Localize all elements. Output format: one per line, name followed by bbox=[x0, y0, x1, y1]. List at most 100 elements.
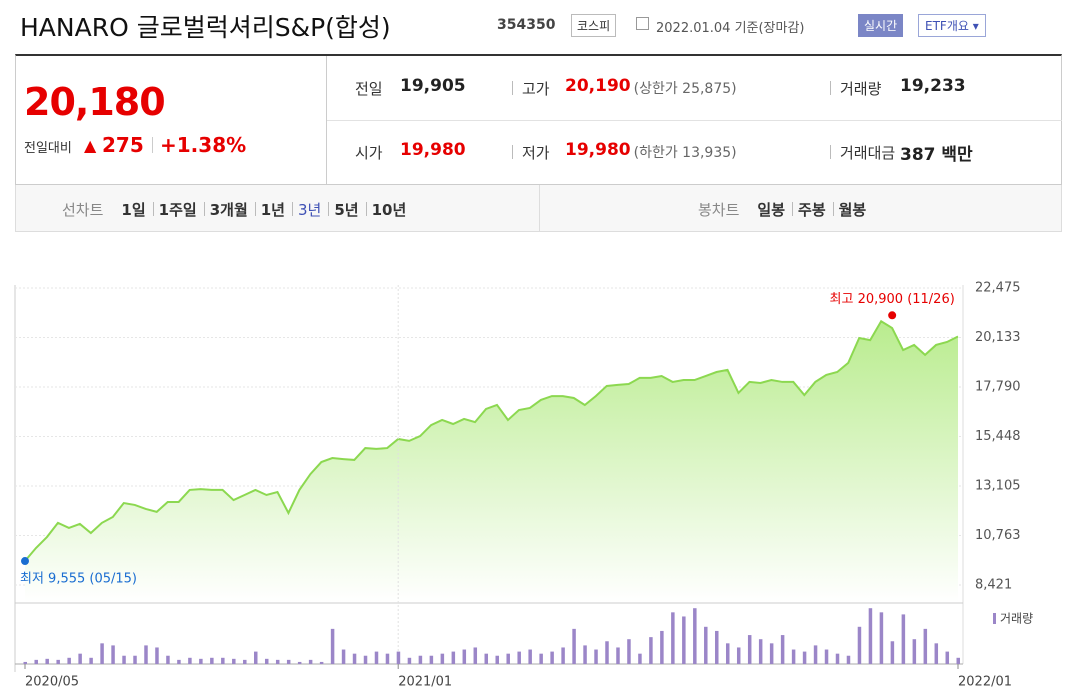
volume-bar bbox=[374, 651, 379, 664]
realtime-button[interactable]: 실시간 bbox=[858, 14, 904, 37]
volume-bar bbox=[868, 608, 873, 664]
volume-bar bbox=[429, 655, 434, 664]
volume-bar bbox=[901, 614, 906, 664]
volume-bar bbox=[715, 630, 719, 664]
item-label: 저가 bbox=[522, 144, 550, 162]
item-label: 거래대금 bbox=[840, 144, 896, 162]
base-date: 2022.01.04 기준(장마감) bbox=[656, 21, 805, 36]
x-tick-label: 2022/01 bbox=[958, 675, 1012, 690]
volume-bar bbox=[199, 658, 203, 664]
volume-bar bbox=[945, 651, 950, 664]
volume-bar bbox=[879, 612, 884, 664]
low-annotation: 최저 9,555 (05/15) bbox=[20, 572, 137, 587]
volume-bar bbox=[243, 659, 247, 664]
volume-bar bbox=[254, 651, 258, 664]
item-value: 19,233 bbox=[900, 76, 966, 96]
volume-bar bbox=[725, 643, 730, 664]
volume-bar bbox=[572, 628, 576, 664]
item-label: 고가 bbox=[522, 80, 550, 98]
volume-bar bbox=[660, 630, 664, 664]
summary-box bbox=[15, 54, 1062, 185]
volume-bar bbox=[649, 637, 653, 664]
volume-bar bbox=[846, 655, 851, 664]
up-icon: ▲ bbox=[84, 136, 97, 155]
tab[interactable]: 3개월 bbox=[209, 201, 248, 219]
volume-bar bbox=[671, 612, 675, 664]
volume-bar bbox=[232, 658, 236, 664]
tab-divider bbox=[203, 202, 205, 216]
item-note: (상한가 25,875) bbox=[633, 81, 737, 97]
volume-bar bbox=[451, 651, 456, 664]
volume-bar bbox=[813, 645, 818, 664]
item-note: (하한가 13,935) bbox=[633, 145, 737, 161]
high-annotation: 최고 20,900 (11/26) bbox=[830, 292, 955, 307]
volume-bar bbox=[34, 659, 38, 664]
price-line bbox=[24, 319, 959, 562]
volume-bar bbox=[45, 658, 49, 664]
current-price: 20,180 bbox=[24, 80, 166, 124]
volume-bar bbox=[100, 643, 104, 664]
volume-bar bbox=[769, 643, 774, 664]
volume-bar bbox=[264, 658, 269, 664]
volume-bar bbox=[638, 653, 642, 664]
y-tick-label: 13,105 bbox=[975, 479, 1021, 494]
item-value: 19,980 bbox=[400, 140, 466, 160]
tab[interactable]: 1년 bbox=[260, 201, 285, 219]
volume-bar bbox=[780, 635, 785, 664]
volume-bar bbox=[857, 626, 862, 664]
volume-bar bbox=[111, 645, 115, 664]
volume-bar bbox=[791, 649, 796, 664]
volume-bar bbox=[341, 649, 346, 664]
volume-bar bbox=[363, 655, 368, 664]
y-tick-label: 8,421 bbox=[975, 578, 1012, 593]
volume-bar bbox=[210, 657, 214, 664]
change: 275 bbox=[102, 133, 144, 157]
volume-bar bbox=[188, 657, 192, 664]
volume-bar bbox=[682, 616, 686, 664]
volume-bar bbox=[550, 651, 554, 664]
tab-divider bbox=[292, 202, 293, 216]
volume-bar bbox=[407, 657, 412, 664]
item-value: 20,190 bbox=[565, 76, 631, 96]
volume-bar bbox=[221, 657, 225, 664]
x-tick-label: 2020/05 bbox=[25, 675, 79, 690]
volume-bar bbox=[286, 659, 291, 664]
tab[interactable]: 5년 bbox=[334, 201, 359, 219]
volume-bar bbox=[440, 653, 445, 664]
tab[interactable]: 10년 bbox=[371, 201, 407, 219]
tab[interactable]: 일봉 bbox=[757, 201, 786, 219]
volume-bar bbox=[23, 661, 27, 664]
tab-divider bbox=[365, 202, 367, 216]
volume-bar bbox=[616, 647, 620, 664]
calendar-icon bbox=[636, 17, 649, 30]
volume-bar bbox=[352, 653, 357, 664]
x-tick-label: 2021/01 bbox=[398, 675, 452, 690]
tab[interactable]: 주봉 bbox=[798, 201, 826, 219]
volume-bar bbox=[890, 641, 895, 664]
volume-bar bbox=[824, 649, 829, 664]
tab[interactable]: 3년 bbox=[298, 201, 322, 219]
chart-tabs bbox=[15, 185, 1062, 232]
volume-bar bbox=[78, 653, 82, 664]
tab[interactable]: 월봉 bbox=[838, 201, 867, 219]
item-value: 19,905 bbox=[400, 76, 466, 96]
item-label: 전일 bbox=[355, 80, 383, 98]
volume-bar bbox=[956, 657, 960, 664]
volume-bar bbox=[144, 645, 148, 664]
volume-bar bbox=[923, 628, 928, 664]
volume-bar bbox=[693, 608, 697, 664]
volume-bar bbox=[747, 635, 752, 664]
legend-label: 거래량 bbox=[1000, 612, 1033, 626]
high-point bbox=[888, 311, 897, 320]
row-divider bbox=[327, 120, 1062, 121]
tab-divider bbox=[832, 202, 834, 216]
price-cell bbox=[15, 56, 327, 185]
low-point bbox=[21, 557, 29, 566]
volume-bar bbox=[89, 657, 93, 664]
tab[interactable]: 1일 bbox=[121, 201, 146, 219]
volume-bar bbox=[736, 647, 741, 664]
price-area bbox=[25, 321, 958, 602]
tab[interactable]: 1주일 bbox=[158, 201, 197, 219]
etf-info-button[interactable]: ETF개요 ▾ bbox=[918, 14, 986, 37]
volume-bar bbox=[704, 626, 708, 664]
